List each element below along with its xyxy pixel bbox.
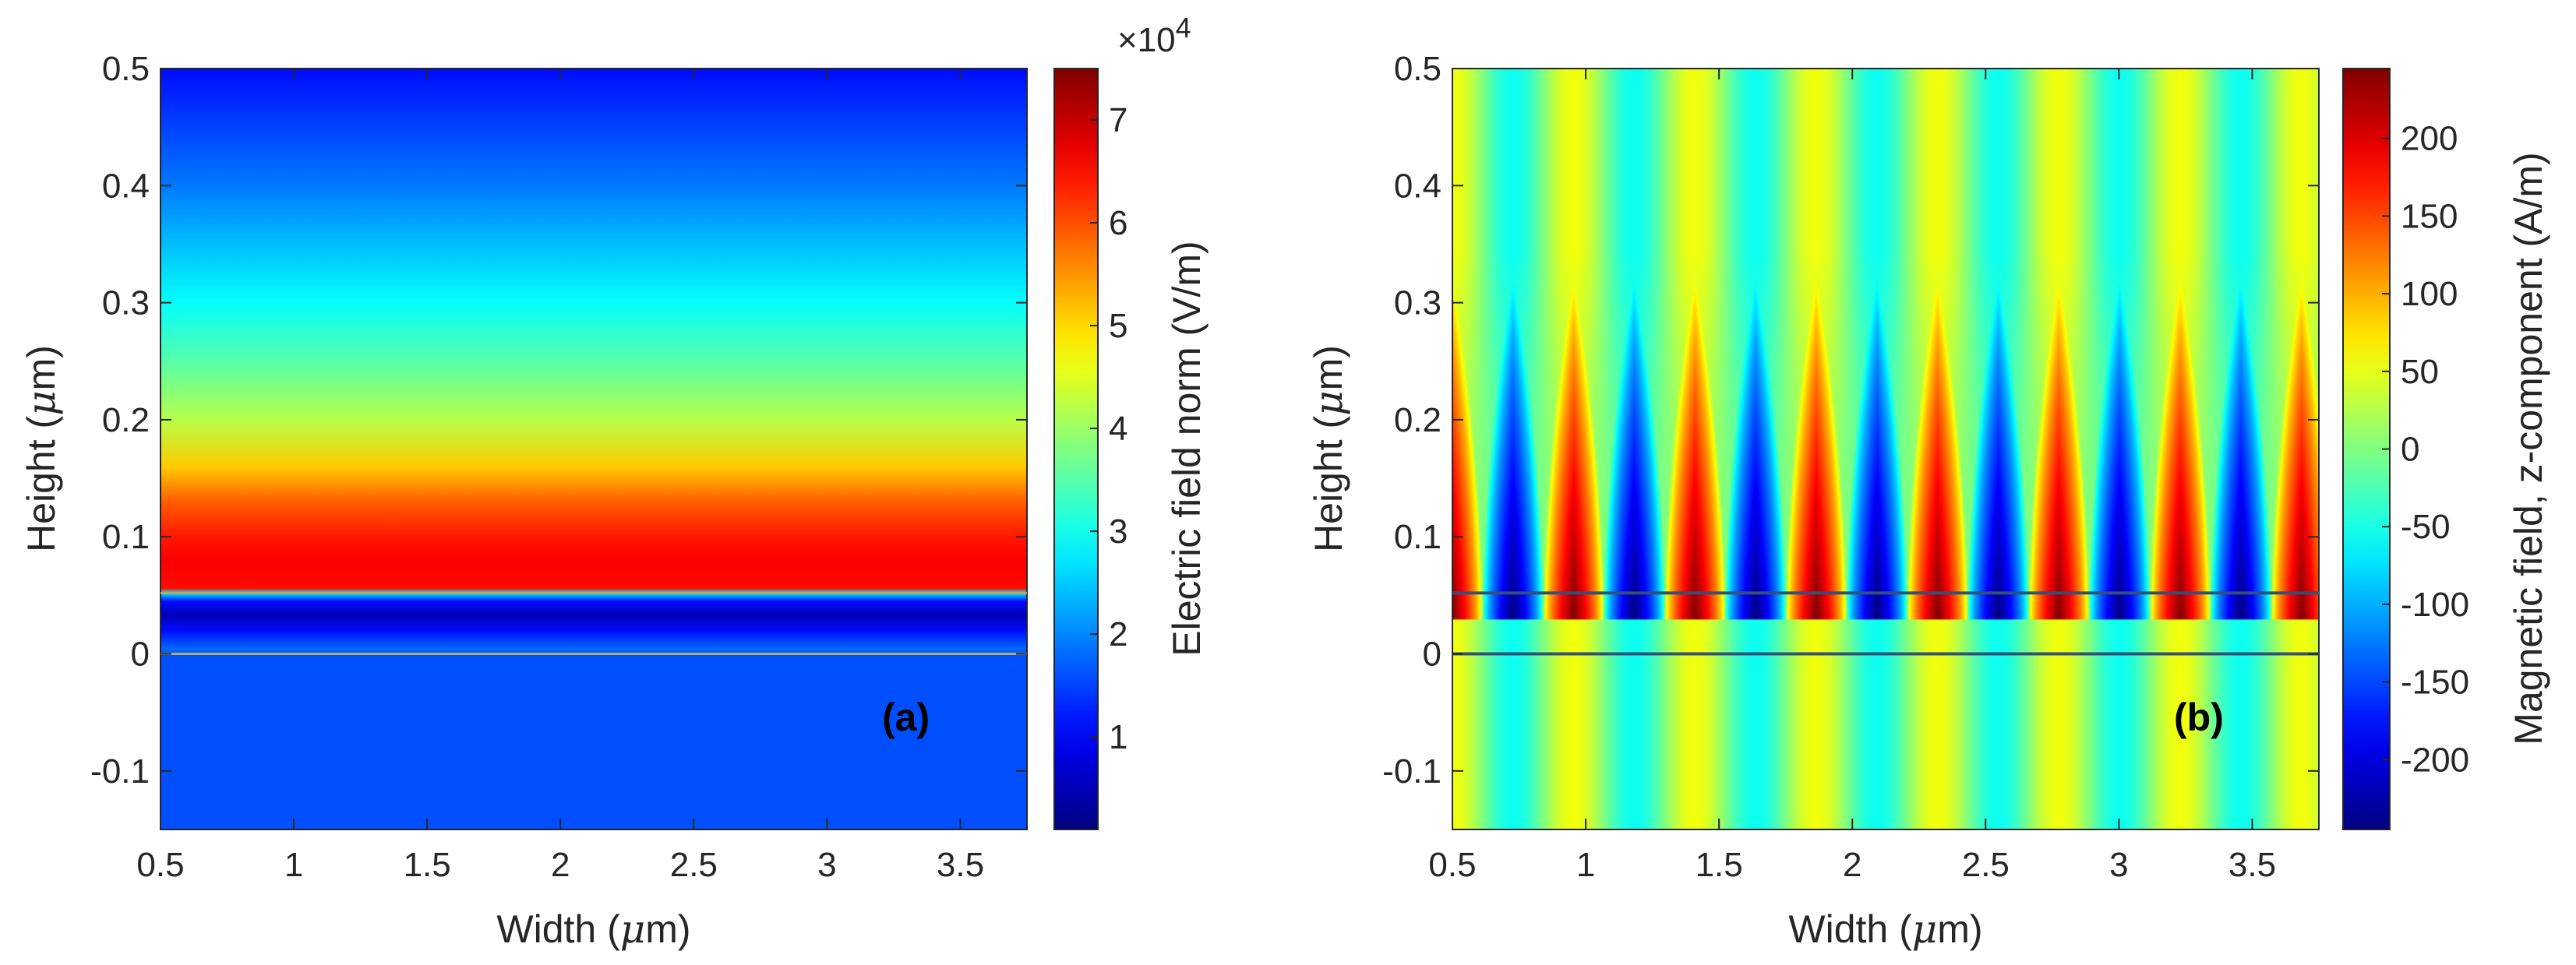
b-y-tick-label: 0.5 xyxy=(1394,50,1442,88)
b-y-tick-label: 0.3 xyxy=(1394,284,1442,322)
a-y-tick-label: 0.4 xyxy=(102,167,150,205)
panel-b-y-axis-label: Height (μm) xyxy=(1306,345,1351,552)
b-colorbar-tick-label: 0 xyxy=(2401,431,2419,469)
a-colorbar-tick-label: 1 xyxy=(1109,718,1127,756)
a-colorbar-tick-label: 3 xyxy=(1109,512,1127,551)
a-colorbar-tick-label: 2 xyxy=(1109,615,1127,653)
a-x-tick-label: 2.5 xyxy=(670,846,718,884)
a-y-tick-label: 0 xyxy=(131,636,150,674)
b-colorbar-tick-label: -200 xyxy=(2401,741,2469,779)
panel-b-colorbar-ticks: -200 -150 -100 -50 0 50 100 150 200 xyxy=(2382,120,2469,779)
a-colorbar-tick-label: 5 xyxy=(1109,307,1127,345)
panel-b-y-ticks: -0.1 0 0.1 0.2 0.3 0.4 0.5 xyxy=(1382,50,2319,791)
b-y-tick-label: -0.1 xyxy=(1382,752,1442,791)
b-colorbar-tick-label: 200 xyxy=(2401,120,2458,158)
panel-a-x-axis-label: Width (μm) xyxy=(496,907,690,952)
panel-a: 0.5 1 1.5 2 2.5 3 3.5 -0.1 0 0.1 0.2 0.3 0.4 0.5 (a)… xyxy=(19,12,1209,952)
panel-a-plot-area xyxy=(160,68,1028,830)
panel-a-y-axis-label: Height (μm) xyxy=(19,345,64,552)
panel-a-colorbar-ticks: 1 2 3 4 5 6 7 xyxy=(1090,101,1127,756)
b-y-tick-label: 0.2 xyxy=(1394,401,1442,439)
a-colorbar-tick-label: 7 xyxy=(1109,101,1127,139)
a-y-tick-label: 0.3 xyxy=(102,284,150,322)
panel-b-x-ticks: 0.5 1 1.5 2 2.5 3 3.5 xyxy=(1428,69,2276,884)
panel-a-y-ticks: -0.1 0 0.1 0.2 0.3 0.4 0.5 xyxy=(90,50,1027,791)
panel-a-colorbar xyxy=(1053,68,1099,830)
a-colorbar-tick-label: 6 xyxy=(1109,204,1127,242)
panel-b-x-axis-label: Width (μm) xyxy=(1788,907,1982,952)
a-y-tick-label: 0.5 xyxy=(102,50,150,88)
b-x-tick-label: 2 xyxy=(1843,846,1861,884)
panel-b-colorbar-label: Magnetic field, z-component (A/m) xyxy=(2507,152,2550,745)
b-colorbar-tick-label: 50 xyxy=(2401,353,2439,391)
a-x-tick-label: 0.5 xyxy=(136,846,184,884)
a-y-tick-label: 0.2 xyxy=(102,401,150,439)
b-y-tick-label: 0.4 xyxy=(1394,167,1442,205)
a-y-tick-label: -0.1 xyxy=(90,752,150,791)
a-x-tick-label: 3 xyxy=(817,846,836,884)
b-colorbar-tick-label: -150 xyxy=(2401,664,2469,702)
b-x-tick-label: 0.5 xyxy=(1428,846,1476,884)
a-x-tick-label: 3.5 xyxy=(937,846,984,884)
b-x-tick-label: 1.5 xyxy=(1696,846,1743,884)
panel-a-x-ticks: 0.5 1 1.5 2 2.5 3 3.5 xyxy=(136,69,984,884)
panel-a-tag: (a) xyxy=(882,696,930,739)
b-x-tick-label: 3 xyxy=(2109,846,2128,884)
b-colorbar-tick-label: 150 xyxy=(2401,197,2458,235)
panel-b-field-map xyxy=(1452,69,2319,829)
panel-b: 0.5 1 1.5 2 2.5 3 3.5 -0.1 0 0.1 0.2 0.3 0.4 0.5 (b)… xyxy=(1306,50,2550,952)
b-x-tick-label: 1 xyxy=(1576,846,1595,884)
a-x-tick-label: 2 xyxy=(551,846,570,884)
b-x-tick-label: 2.5 xyxy=(1962,846,2010,884)
panel-b-plot-frame xyxy=(1452,68,2320,830)
a-y-tick-label: 0.1 xyxy=(102,518,150,556)
panel-b-interface-lines xyxy=(1452,591,2319,656)
a-colorbar-tick-label: 4 xyxy=(1109,410,1127,448)
a-x-tick-label: 1.5 xyxy=(404,846,451,884)
b-colorbar-tick-label: -50 xyxy=(2401,508,2451,546)
b-colorbar-tick-label: -100 xyxy=(2401,586,2469,624)
panel-a-interface-lines xyxy=(161,591,1027,656)
panel-b-tag: (b) xyxy=(2174,696,2224,739)
b-x-tick-label: 3.5 xyxy=(2228,846,2276,884)
panel-b-plot-area xyxy=(1452,69,2319,829)
a-x-tick-label: 1 xyxy=(284,846,303,884)
b-y-tick-label: 0.1 xyxy=(1394,518,1442,556)
b-y-tick-label: 0 xyxy=(1423,636,1442,674)
panel-a-colorbar-multiplier: ×104 xyxy=(1117,12,1191,59)
panel-a-colorbar-label: Electric field norm (V/m) xyxy=(1165,241,1209,656)
b-colorbar-tick-label: 100 xyxy=(2401,275,2458,313)
